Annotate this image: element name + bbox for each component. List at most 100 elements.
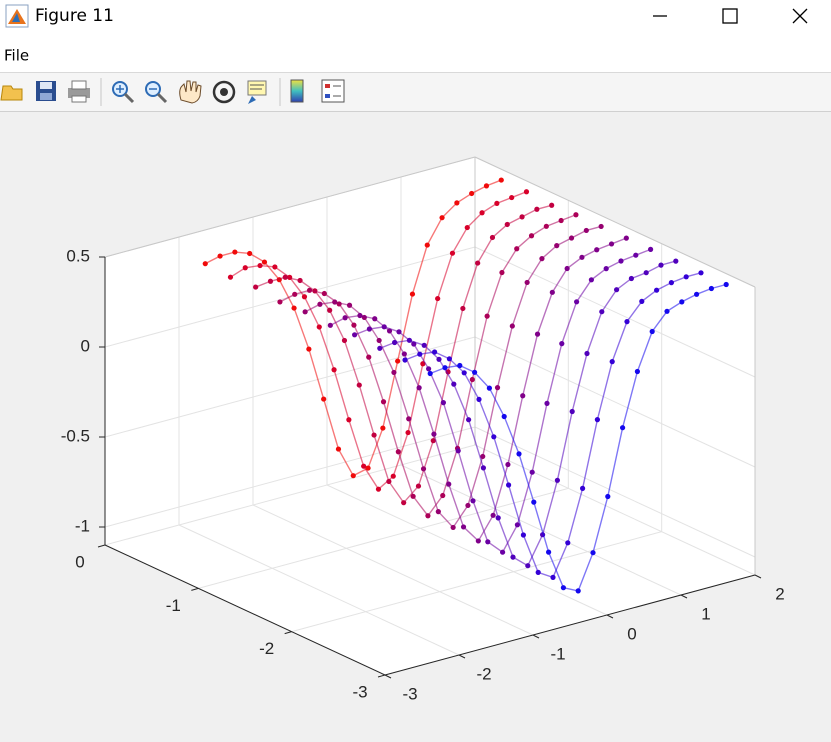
x-tick-label: 1 <box>701 604 710 623</box>
data-point <box>465 502 471 509</box>
legend-button[interactable] <box>321 79 345 103</box>
data-point <box>643 270 649 276</box>
data-point <box>523 189 530 195</box>
data-point <box>390 473 396 479</box>
data-point <box>569 408 575 415</box>
data-point <box>668 280 675 286</box>
data-point <box>520 393 526 399</box>
data-point <box>380 399 387 405</box>
data-point <box>406 337 412 343</box>
data-point <box>549 202 555 208</box>
x-tick-label: 2 <box>775 584 784 603</box>
y-tick-label: 0 <box>75 552 84 571</box>
data-point <box>633 252 639 258</box>
data-point <box>620 425 626 431</box>
print-button[interactable] <box>68 80 90 103</box>
data-point <box>454 200 460 206</box>
axes: -1 -0.5 0 0.5 -3 -2 -1 0 -3 -2 -1 0 1 2 <box>61 156 785 703</box>
back-wall <box>105 157 475 545</box>
data-point <box>356 382 362 388</box>
data-point <box>421 342 427 348</box>
data-point <box>392 339 398 346</box>
x-tick <box>680 594 688 599</box>
pan-button[interactable] <box>179 80 202 104</box>
data-point <box>594 247 600 253</box>
data-point <box>603 266 609 272</box>
data-point <box>202 261 208 267</box>
data-point <box>406 416 412 422</box>
data-point <box>466 417 472 423</box>
data-point <box>475 260 481 266</box>
maximize-button[interactable] <box>722 8 738 24</box>
data-point <box>366 326 372 332</box>
x-tick <box>532 634 540 639</box>
data-point <box>623 235 629 241</box>
toolbar <box>0 73 831 111</box>
app-icon <box>5 4 29 28</box>
data-point <box>544 400 550 406</box>
data-point <box>302 309 308 315</box>
data-point <box>371 432 377 438</box>
data-point <box>257 262 263 269</box>
data-point <box>608 241 615 247</box>
data-point <box>649 328 655 335</box>
data-cursor-button[interactable] <box>247 80 267 104</box>
data-point <box>469 190 475 197</box>
close-button[interactable] <box>792 8 808 24</box>
data-point <box>395 449 401 455</box>
data-point <box>594 417 601 423</box>
data-point <box>217 253 223 259</box>
floor <box>105 445 755 675</box>
data-point <box>460 524 467 530</box>
data-point <box>267 278 274 284</box>
data-point <box>583 227 589 234</box>
data-point <box>516 451 522 457</box>
x-tick <box>458 654 466 659</box>
data-point <box>654 287 660 293</box>
data-point <box>247 250 253 257</box>
save-button[interactable] <box>36 81 56 101</box>
grid-line <box>252 504 534 636</box>
open-button[interactable] <box>0 85 23 101</box>
zoom-in-button[interactable] <box>112 81 135 104</box>
data-point <box>346 417 352 423</box>
data-point <box>460 305 466 312</box>
data-point <box>498 177 504 183</box>
data-point <box>430 438 436 444</box>
x-tick <box>606 614 614 619</box>
data-point <box>501 413 507 420</box>
data-point <box>432 349 438 355</box>
rotate-button[interactable] <box>212 80 236 104</box>
data-point <box>510 554 516 560</box>
data-point <box>484 313 490 319</box>
data-point <box>534 206 540 212</box>
data-point <box>514 246 520 252</box>
data-point <box>401 351 407 357</box>
zoom-out-button[interactable] <box>145 81 168 104</box>
data-point <box>524 279 530 286</box>
data-point <box>253 284 259 290</box>
data-point <box>380 425 386 431</box>
data-point <box>357 312 363 319</box>
data-point <box>417 351 423 357</box>
data-point <box>227 274 234 280</box>
data-point <box>291 305 297 311</box>
menu-file[interactable]: File <box>4 47 29 65</box>
z-tick-label: -1 <box>75 516 90 535</box>
data-point <box>579 254 585 260</box>
data-point <box>381 324 387 330</box>
data-point <box>509 194 515 201</box>
data-point <box>499 269 505 276</box>
x-tick-label: -2 <box>476 664 491 683</box>
title-bar <box>0 0 831 38</box>
data-point <box>614 287 620 293</box>
data-point <box>490 512 496 518</box>
data-point <box>375 486 382 492</box>
x-tick-label: -3 <box>402 684 417 703</box>
data-point <box>573 212 579 218</box>
data-point <box>483 183 490 189</box>
data-point <box>639 298 645 304</box>
data-point <box>396 329 402 335</box>
colorbar-button[interactable] <box>290 79 304 103</box>
data-point <box>648 246 654 252</box>
